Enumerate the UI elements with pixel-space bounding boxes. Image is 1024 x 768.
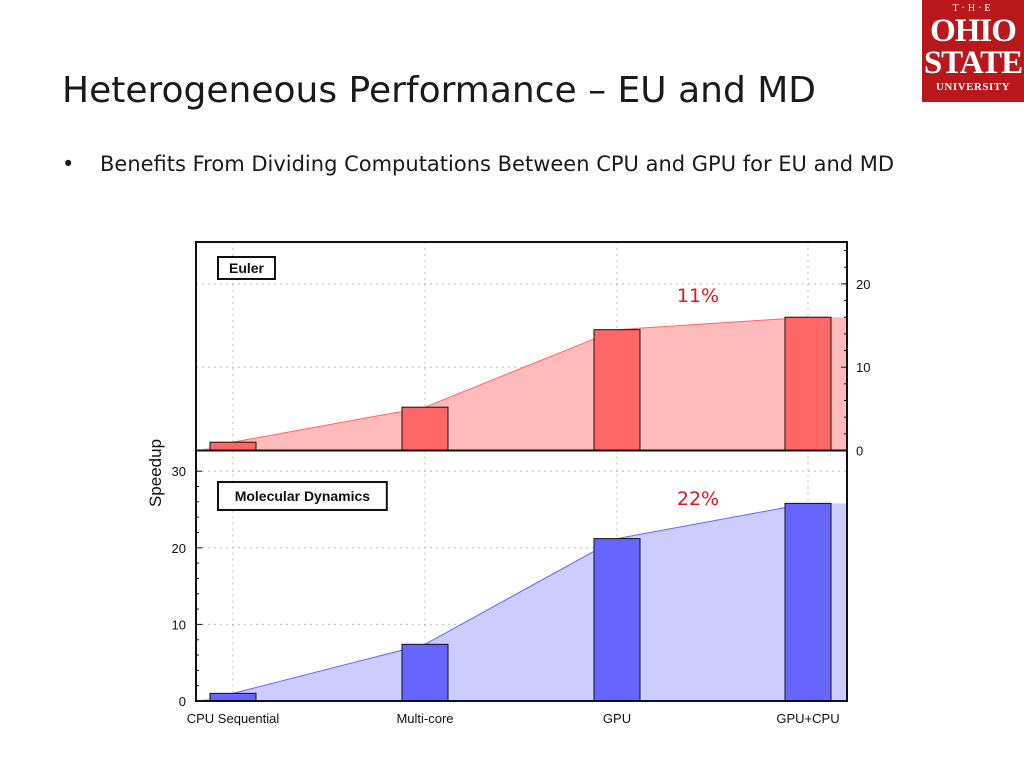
- y-tick-label: 10: [172, 617, 186, 632]
- bar: [401, 406, 449, 451]
- panel-label: Molecular Dynamics: [235, 488, 371, 504]
- y-tick-label: 30: [172, 464, 186, 479]
- y-tick-label: 10: [856, 360, 870, 375]
- university-logo: T·H·E OHIO STATE UNIVERSITY: [922, 0, 1024, 102]
- panel-label: Euler: [229, 260, 265, 276]
- y-tick-label: 0: [179, 694, 186, 709]
- logo-the: T·H·E: [952, 3, 994, 14]
- y-tick-label: 20: [172, 541, 186, 556]
- series-area: [196, 317, 847, 451]
- y-tick-label: 20: [856, 277, 870, 292]
- bar: [784, 502, 832, 702]
- bullet-marker: •: [62, 152, 75, 176]
- slide-title: Heterogeneous Performance – EU and MD: [62, 70, 817, 111]
- y-axis-label: Speedup: [146, 439, 165, 507]
- bar: [593, 329, 641, 451]
- logo-university: UNIVERSITY: [935, 81, 1011, 93]
- bar: [209, 692, 257, 702]
- bullet-text: Benefits From Dividing Computations Betw…: [100, 152, 895, 176]
- bar: [784, 316, 832, 451]
- x-tick-label: CPU Sequential: [187, 711, 280, 726]
- panel-label-box: [217, 481, 388, 511]
- x-tick-label: Multi-core: [396, 711, 453, 726]
- series-line: [232, 316, 809, 443]
- x-tick-label: GPU+CPU: [776, 711, 839, 726]
- logo-ohio: OHIO: [930, 13, 1017, 49]
- improvement-annotation: 11%: [677, 285, 719, 307]
- series-line: [232, 502, 809, 694]
- series-area: [196, 503, 847, 701]
- panel-frame: [195, 449, 848, 702]
- x-tick-label: GPU: [603, 711, 631, 726]
- y-tick-label: 0: [856, 444, 863, 459]
- bar: [209, 441, 257, 452]
- panel-label-box: [217, 256, 276, 280]
- improvement-annotation: 22%: [677, 488, 719, 510]
- bar: [401, 643, 449, 702]
- bar: [593, 538, 641, 702]
- logo-state: STATE: [923, 45, 1023, 81]
